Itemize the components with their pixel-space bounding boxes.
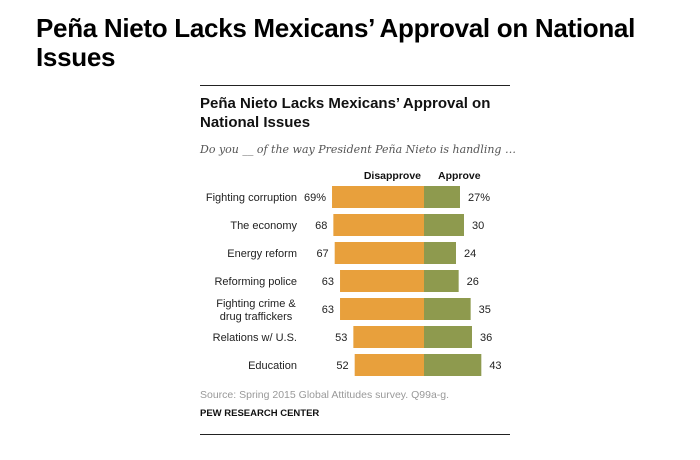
category-label: Energy reform	[227, 248, 297, 260]
category-label: Fighting crime & drug traffickers	[216, 298, 296, 323]
value-label-disapprove: 63	[322, 276, 334, 288]
category-label: Reforming police	[214, 276, 297, 288]
chart-subtitle: Do you __ of the way President Peña Niet…	[200, 143, 516, 156]
value-label-disapprove: 67	[316, 248, 328, 260]
bar-disapprove	[340, 298, 424, 320]
bar-approve	[424, 270, 459, 292]
value-label-approve: 26	[467, 276, 479, 288]
category-label: Education	[248, 360, 297, 372]
value-label-approve: 43	[489, 360, 501, 372]
top-rule	[200, 85, 510, 86]
value-label-disapprove: 63	[322, 304, 334, 316]
chart-title: Peña Nieto Lacks Mexicans’ Approval on N…	[200, 95, 491, 131]
value-label-approve: 35	[479, 304, 491, 316]
bar-disapprove	[333, 214, 424, 236]
value-label-disapprove: 69%	[304, 192, 326, 204]
value-label-approve: 36	[480, 332, 492, 344]
source-note: Source: Spring 2015 Global Attitudes sur…	[200, 389, 450, 401]
bar-approve	[424, 298, 471, 320]
bar-disapprove	[353, 326, 424, 348]
bar-disapprove	[332, 186, 424, 208]
bar-approve	[424, 242, 456, 264]
value-label-approve: 27%	[468, 192, 490, 204]
legend-disapprove: Disapprove	[364, 170, 421, 182]
value-label-disapprove: 68	[315, 220, 327, 232]
category-label: The economy	[230, 220, 297, 232]
category-label: Fighting corruption	[206, 192, 297, 204]
value-label-disapprove: 53	[335, 332, 347, 344]
bar-disapprove	[354, 354, 424, 376]
category-label: Relations w/ U.S.	[213, 332, 297, 344]
legend-approve: Approve	[438, 170, 481, 182]
value-label-approve: 30	[472, 220, 484, 232]
bar-approve	[424, 186, 460, 208]
bar-approve	[424, 354, 482, 376]
value-label-approve: 24	[464, 248, 476, 260]
bar-disapprove	[340, 270, 424, 292]
page-title: Peña Nieto Lacks Mexicans’ Approval on N…	[36, 13, 636, 72]
bottom-rule	[200, 434, 510, 435]
bar-approve	[424, 326, 472, 348]
bar-approve	[424, 214, 464, 236]
bar-disapprove	[334, 242, 424, 264]
value-label-disapprove: 52	[336, 360, 348, 372]
brand-label: PEW RESEARCH CENTER	[200, 408, 320, 419]
